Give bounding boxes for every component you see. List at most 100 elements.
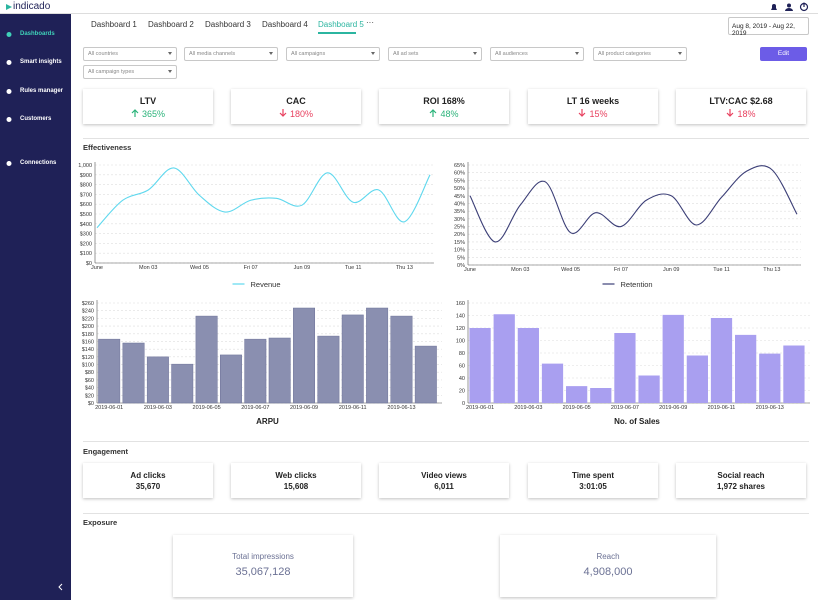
engagement-card: Social reach 1,972 shares	[676, 463, 806, 498]
x-tick-label: Jun 09	[294, 265, 311, 271]
tab[interactable]: Dashboard 1	[91, 20, 137, 29]
bar	[493, 314, 515, 403]
exposure-card: Total impressions 35,067,128	[173, 535, 353, 597]
card-value: 15,608	[283, 482, 309, 491]
y-tick-label: 160	[456, 301, 465, 307]
y-tick-label: 55%	[454, 178, 465, 184]
bar	[390, 315, 413, 404]
bar	[414, 345, 437, 404]
filter[interactable]: All campaign types	[83, 65, 177, 79]
kpi-card: LTV 365%	[83, 89, 213, 124]
x-tick-label: 2019-06-07	[241, 405, 269, 411]
nav-item[interactable]: Rules manager	[20, 88, 64, 94]
x-tick-label: 2019-06-11	[339, 405, 367, 411]
x-tick-label: Wed 05	[190, 265, 209, 271]
divider	[83, 138, 809, 139]
x-tick-label: 2019-06-09	[290, 405, 318, 411]
y-tick-label: 35%	[454, 209, 465, 215]
legend-label: Retention	[621, 280, 653, 289]
x-tick-label: June	[464, 267, 476, 273]
y-tick-label: $400	[80, 222, 92, 228]
edit-button[interactable]: Edit	[760, 47, 807, 61]
y-tick-label: 140	[456, 314, 465, 320]
x-tick-label: Tue 11	[713, 267, 730, 273]
y-tick-label: 65%	[454, 163, 465, 169]
y-tick-label: $260	[82, 301, 94, 307]
bar	[366, 307, 389, 404]
kpi-change: 180%	[231, 109, 361, 119]
y-tick-label: 100	[456, 339, 465, 345]
card-value: 3:01:05	[579, 482, 607, 491]
engagement-card: Video views 6,011	[379, 463, 509, 498]
kpi-change: 48%	[379, 109, 509, 119]
arrow	[727, 109, 734, 117]
collapse-icon[interactable]	[56, 582, 66, 592]
kpi-arrow	[430, 109, 437, 117]
bar	[268, 337, 291, 404]
legend-label: Revenue	[251, 280, 281, 289]
card-label: Total impressions	[232, 552, 294, 561]
y-tick-label: 120	[456, 326, 465, 332]
bar	[171, 363, 194, 404]
bar	[244, 338, 267, 404]
y-tick-label: 80	[459, 351, 465, 357]
tab[interactable]: Dashboard 4	[262, 20, 308, 29]
x-tick-label: Jun 09	[663, 267, 680, 273]
y-tick-label: 30%	[454, 217, 465, 223]
kpi-value: 15%	[589, 109, 608, 119]
y-tick-label: 0%	[457, 263, 465, 269]
kpi-arrow	[727, 109, 734, 117]
nav-item[interactable]: Customers	[20, 116, 52, 122]
y-tick-label: $180	[82, 332, 94, 338]
kpi-change: 15%	[528, 109, 658, 119]
tab[interactable]: Dashboard 5	[318, 20, 364, 29]
x-tick-label: Mon 03	[139, 265, 157, 271]
filter[interactable]: All ad sets	[388, 47, 482, 61]
kpi-change: 18%	[676, 109, 806, 119]
exposure-card: Reach 4,908,000	[500, 535, 716, 597]
y-tick-label: 50%	[454, 186, 465, 192]
y-tick-label: 20	[459, 389, 465, 395]
filter[interactable]: All media channels	[184, 47, 278, 61]
engagement-card: Time spent 3:01:05	[528, 463, 658, 498]
y-tick-label: $20	[85, 393, 94, 399]
top-icons[interactable]	[768, 2, 814, 12]
y-tick-label: $240	[82, 309, 94, 315]
y-tick-label: $200	[80, 241, 92, 247]
top-bar: indicado	[0, 0, 818, 14]
y-tick-label: 40	[459, 376, 465, 382]
nav-item[interactable]: Dashboards	[20, 31, 55, 37]
bar	[686, 355, 708, 403]
tab[interactable]: Dashboard 2	[148, 20, 194, 29]
card-label: Time spent	[571, 471, 615, 480]
y-tick-label: $40	[85, 386, 94, 392]
arrow	[430, 109, 437, 117]
kpi-value: 180%	[289, 109, 314, 119]
arrow	[279, 109, 287, 117]
logo-icon	[6, 4, 12, 10]
tab-more[interactable]: ···	[366, 18, 374, 27]
x-tick-label: Fri 07	[244, 265, 258, 271]
x-tick-label: Mon 03	[511, 267, 529, 273]
bar	[341, 314, 364, 404]
bar	[469, 328, 491, 403]
y-tick-label: $140	[82, 347, 94, 353]
filter[interactable]: All campaigns	[286, 47, 380, 61]
y-tick-label: $100	[82, 363, 94, 369]
y-tick-label: $300	[80, 232, 92, 238]
x-tick-label: 2019-06-13	[387, 405, 415, 411]
filter[interactable]: All countries	[83, 47, 177, 61]
bar	[293, 307, 316, 404]
card-label: Reach	[596, 552, 620, 561]
filter[interactable]: All product categories	[593, 47, 687, 61]
nav-item[interactable]: Smart insights	[20, 59, 62, 65]
x-tick-label: 2019-06-13	[756, 405, 784, 411]
y-tick-label: $220	[82, 316, 94, 322]
tab[interactable]: Dashboard 3	[205, 20, 251, 29]
filter[interactable]: All audiences	[490, 47, 584, 61]
arrow	[579, 109, 586, 117]
x-tick-label: June	[91, 265, 103, 271]
date-range[interactable]: Aug 8, 2019 - Aug 22, 2019	[728, 17, 809, 37]
nav-item[interactable]: Connections	[20, 160, 57, 166]
kpi-label: LTV:CAC $2.68	[709, 96, 773, 106]
